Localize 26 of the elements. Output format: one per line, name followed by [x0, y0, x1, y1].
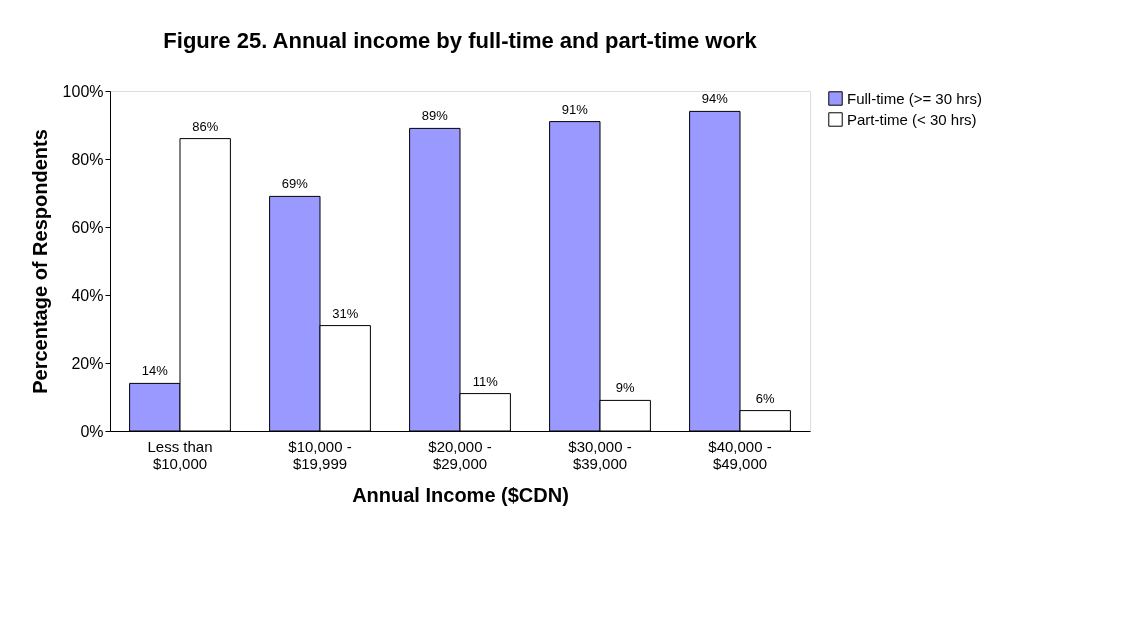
y-tick-label: 100%	[62, 82, 104, 100]
y-tick-label: 0%	[80, 422, 104, 440]
data-label: 86%	[192, 118, 219, 134]
data-label: 6%	[755, 390, 776, 406]
legend-label: Full-time (>= 30 hrs)	[847, 89, 983, 107]
y-tick-label: 20%	[71, 354, 104, 372]
data-label: 14%	[141, 363, 169, 379]
data-label: 94%	[701, 91, 729, 107]
data-label: 91%	[561, 101, 589, 117]
data-label: 31%	[332, 305, 359, 321]
y-tick-label: 80%	[71, 150, 104, 168]
x-tick-label: Less than $10,000	[147, 437, 213, 472]
x-tick-label: $30,000 - $39,000	[568, 437, 632, 472]
x-tick-label: $10,000 - $19,999	[288, 437, 352, 472]
data-label: 89%	[421, 108, 449, 124]
data-label: 11%	[472, 373, 499, 389]
x-axis-title: Annual Income ($CDN)	[352, 483, 569, 506]
data-label: 9%	[615, 380, 636, 396]
legend-label: Part-time (< 30 hrs)	[847, 110, 977, 128]
x-tick-label: $40,000 - $49,000	[708, 437, 772, 472]
chart-title: Figure 25. Annual income by full-time and part-time work	[163, 28, 758, 53]
y-tick-label: 60%	[71, 218, 104, 236]
y-tick-label: 40%	[71, 286, 104, 304]
x-tick-label: $20,000 - $29,000	[428, 437, 492, 472]
data-label: 69%	[281, 176, 309, 192]
y-axis-title: Percentage of Respondents	[28, 129, 51, 394]
